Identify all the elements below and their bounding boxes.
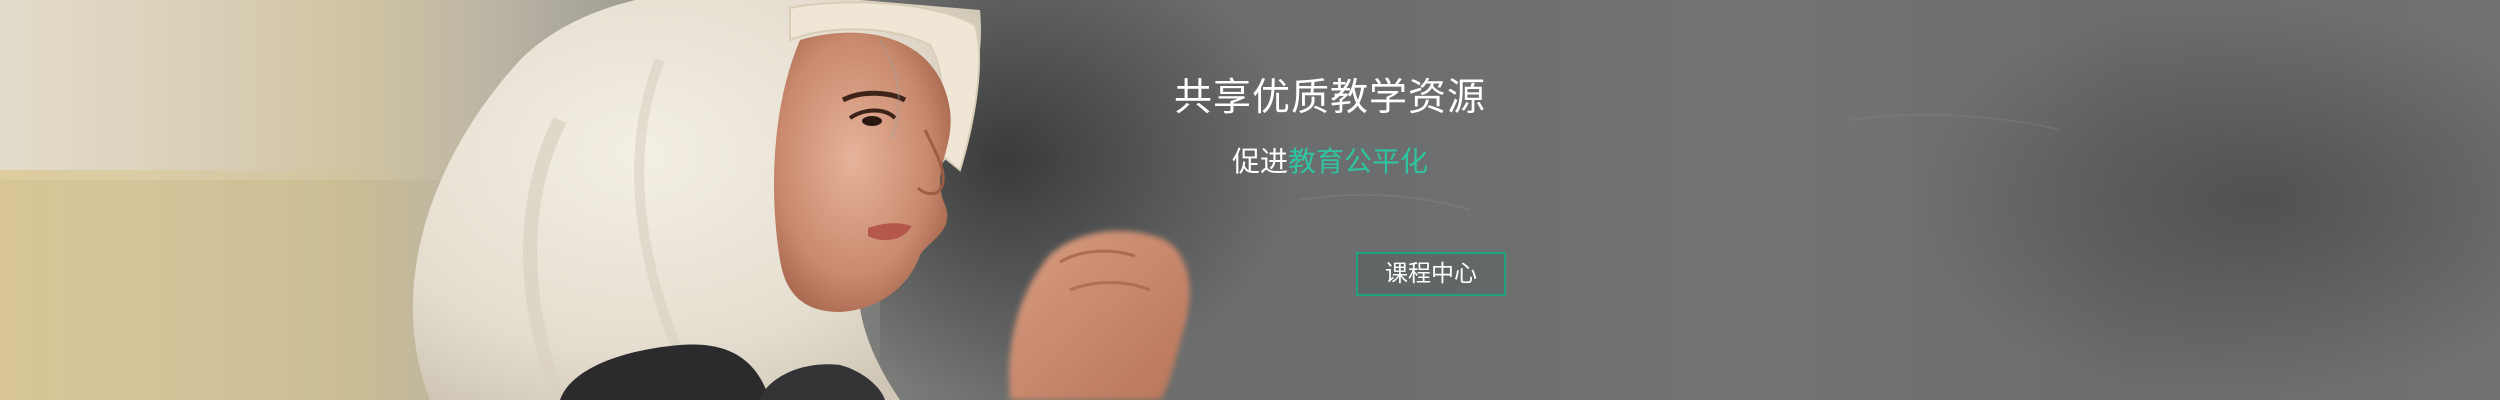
subline: 促进教育公平化 bbox=[0, 140, 2500, 180]
course-center-button[interactable]: 课程中心 bbox=[1356, 252, 1506, 296]
background-wall-yellow bbox=[0, 170, 420, 400]
hand bbox=[1009, 231, 1190, 400]
chalkboard-shadow-right bbox=[1900, 0, 2500, 400]
subline-accent: 教育公平化 bbox=[1288, 145, 1429, 178]
face bbox=[774, 32, 951, 312]
subline-prefix: 促进 bbox=[1231, 145, 1288, 178]
headline: 共享优质教学资源 bbox=[1173, 75, 1486, 119]
background-wall-light bbox=[0, 0, 520, 180]
